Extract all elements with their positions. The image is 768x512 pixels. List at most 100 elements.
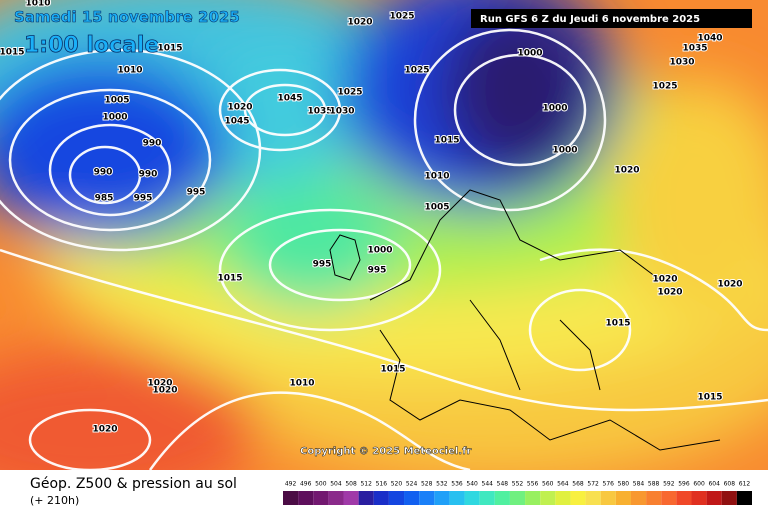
color-label: 492 xyxy=(285,481,297,488)
color-label: 496 xyxy=(300,481,312,488)
color-swatch xyxy=(676,491,692,505)
forecast-lead: (+ 210h) xyxy=(30,494,79,507)
color-swatch xyxy=(343,491,359,505)
color-label: 576 xyxy=(603,481,615,488)
isobar-label: 1005 xyxy=(104,96,129,106)
isobar-label: 1015 xyxy=(434,136,459,146)
color-swatch xyxy=(570,491,586,505)
color-swatch xyxy=(388,491,405,505)
isobar-label: 995 xyxy=(187,188,206,198)
isobar-label: 1015 xyxy=(697,393,722,403)
date: Samedi 15 novembre 2025 xyxy=(14,8,240,26)
color-swatch xyxy=(449,491,465,505)
color-label: 556 xyxy=(527,481,539,488)
color-swatch xyxy=(721,491,737,505)
isobar-label: 1035 xyxy=(307,107,332,117)
isobars xyxy=(0,28,768,470)
coastlines xyxy=(329,189,721,451)
isobar-label: 1020 xyxy=(92,425,117,435)
isobar-label: 995 xyxy=(368,266,387,276)
color-swatch xyxy=(691,491,707,505)
color-label: 548 xyxy=(497,481,509,488)
isobar-label: 1020 xyxy=(147,379,172,389)
isobar-label: 1025 xyxy=(652,82,677,92)
isobar-label: 1000 xyxy=(542,104,567,114)
color-label: 540 xyxy=(466,481,478,488)
isobar-label: 1000 xyxy=(517,49,542,59)
isobar-label: 990 xyxy=(139,170,158,180)
color-label: 504 xyxy=(330,481,342,488)
isobar-label: 1000 xyxy=(367,246,392,256)
color-swatch xyxy=(540,491,556,505)
color-label: 600 xyxy=(693,481,705,488)
color-swatch xyxy=(585,491,601,505)
isobar-label: 1020 xyxy=(227,103,252,113)
isobar-label: 1015 xyxy=(605,319,630,329)
color-swatch xyxy=(419,491,435,505)
isobar-label: 1025 xyxy=(337,88,362,98)
isobar-label: 1035 xyxy=(682,44,707,54)
color-label: 520 xyxy=(391,481,403,488)
color-label: 536 xyxy=(451,481,463,488)
isobar-label: 1020 xyxy=(657,288,682,298)
color-swatch xyxy=(283,491,299,505)
copyright: Copyright © 2025 Meteociel.fr xyxy=(300,446,471,457)
isobar-label: 990 xyxy=(94,168,113,178)
isobar-label: 1000 xyxy=(552,146,577,156)
color-label: 612 xyxy=(739,481,751,488)
isobar-label: 1025 xyxy=(389,12,414,22)
color-label: 588 xyxy=(648,481,660,488)
color-swatch xyxy=(298,491,314,505)
isobar-label: 1015 xyxy=(157,44,182,54)
isobar-label: 1045 xyxy=(277,94,302,104)
color-swatch xyxy=(509,491,526,505)
isobar-label: 985 xyxy=(95,194,114,204)
color-label: 552 xyxy=(512,481,524,488)
color-label: 608 xyxy=(724,481,736,488)
color-label: 560 xyxy=(542,481,554,488)
isobar-label: 995 xyxy=(134,194,153,204)
color-swatch xyxy=(555,491,571,505)
color-swatch xyxy=(358,491,374,505)
isobar-label: 1020 xyxy=(614,166,639,176)
color-swatch xyxy=(313,491,329,505)
isobar-label: 990 xyxy=(143,139,162,149)
isobar-label: 1015 xyxy=(0,48,25,58)
color-label: 524 xyxy=(406,481,418,488)
isobar-label: 1020 xyxy=(347,18,372,28)
color-label: 592 xyxy=(663,481,675,488)
isobar-label: 1010 xyxy=(424,172,449,182)
color-swatch xyxy=(464,491,480,505)
color-label: 532 xyxy=(436,481,448,488)
color-label: 572 xyxy=(587,481,599,488)
color-label: 568 xyxy=(572,481,584,488)
color-label: 516 xyxy=(376,481,388,488)
run-info: Run GFS 6 Z du Jeudi 6 novembre 2025 xyxy=(480,14,700,25)
color-swatch xyxy=(373,491,389,505)
color-swatch xyxy=(479,491,495,505)
color-label: 528 xyxy=(421,481,433,488)
isobar-label: 1030 xyxy=(669,58,694,68)
isobar-label: 1005 xyxy=(424,203,449,213)
color-label: 596 xyxy=(678,481,690,488)
color-swatch xyxy=(404,491,420,505)
isobar-label: 1025 xyxy=(404,66,429,76)
footer-title: Géop. Z500 & pression au sol xyxy=(30,476,237,492)
isobar-label: 1020 xyxy=(652,275,677,285)
isobar-label: 1030 xyxy=(329,107,354,117)
isobar-label: 1015 xyxy=(217,274,242,284)
isobar-label: 1040 xyxy=(697,34,722,44)
color-swatch xyxy=(525,491,541,505)
color-swatch xyxy=(646,491,662,505)
color-label: 544 xyxy=(482,481,494,488)
color-label: 580 xyxy=(618,481,630,488)
isobar-label: 1020 xyxy=(152,386,177,396)
color-swatch xyxy=(600,491,616,505)
color-swatch xyxy=(494,491,510,505)
color-swatch xyxy=(615,491,631,505)
isobar-label: 1010 xyxy=(25,0,50,9)
isobar-label: 1010 xyxy=(117,66,142,76)
isobar-label: 1000 xyxy=(102,113,127,123)
